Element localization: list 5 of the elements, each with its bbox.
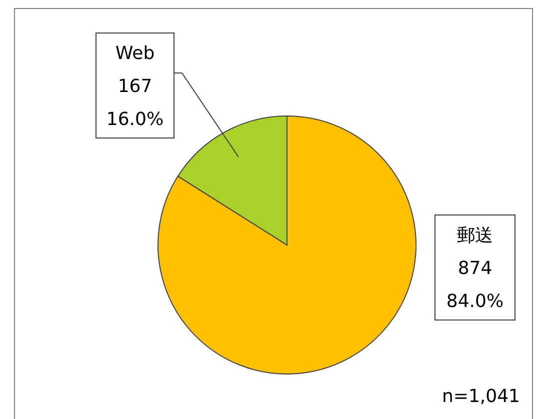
text: n=1,041 xyxy=(442,386,520,407)
data-label: 167 16.0% xyxy=(106,76,164,130)
slice-label: 郵送 xyxy=(457,225,493,246)
data-label: 874 84.0% xyxy=(446,258,504,312)
slice-label: Web xyxy=(115,43,155,64)
